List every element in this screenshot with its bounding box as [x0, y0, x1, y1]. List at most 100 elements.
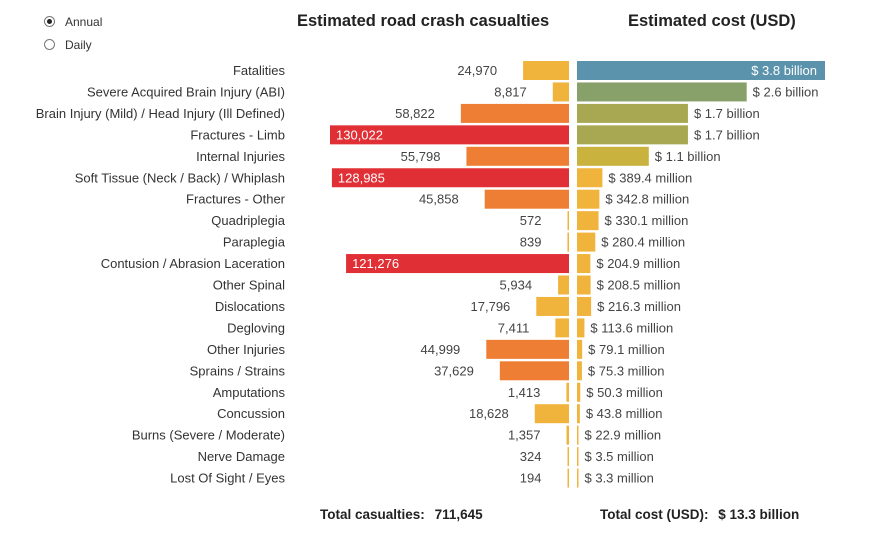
casualty-bar-contusion-abrasion-laceration[interactable] — [346, 254, 569, 274]
cost-bar-soft-tissue-neck-back-whiplash[interactable] — [577, 168, 603, 188]
casualty-value-burns-severe-moderate: 1,357 — [508, 428, 541, 443]
total-cost-label: Total cost (USD): — [600, 507, 709, 522]
casualty-value-sprains-strains: 37,629 — [434, 363, 474, 378]
cost-value-degloving: $ 113.6 million — [590, 320, 673, 335]
cost-title: Estimated cost (USD) — [628, 12, 796, 30]
cost-value-dislocations: $ 216.3 million — [597, 299, 681, 314]
casualty-value-fractures-limb: 130,022 — [336, 127, 383, 142]
casualty-bar-fractures-limb[interactable] — [330, 125, 569, 145]
casualty-value-other-injuries: 44,999 — [421, 342, 461, 357]
cost-bar-lost-of-sight-eyes[interactable] — [577, 468, 579, 488]
casualty-value-internal-injuries: 55,798 — [401, 149, 441, 164]
category-label-fatalities: Fatalities — [233, 63, 286, 78]
cost-bar-quadriplegia[interactable] — [577, 211, 599, 231]
total-casualties-label: Total casualties: — [320, 507, 425, 522]
cost-bar-fractures-other[interactable] — [577, 189, 600, 209]
casualty-value-amputations: 1,413 — [508, 385, 541, 400]
radio-annual-dot[interactable] — [44, 16, 55, 27]
category-label-fractures-limb: Fractures - Limb — [190, 127, 285, 142]
cost-value-other-injuries: $ 79.1 million — [588, 342, 665, 357]
cost-bar-sprains-strains[interactable] — [577, 361, 582, 381]
category-label-brain-injury-mild-head-injury-ill-defined: Brain Injury (Mild) / Head Injury (Ill D… — [36, 106, 285, 121]
casualty-bar-degloving[interactable] — [555, 318, 569, 338]
radio-daily[interactable]: Daily — [44, 33, 102, 56]
cost-bar-internal-injuries[interactable] — [577, 146, 649, 166]
cost-value-fractures-other: $ 342.8 million — [605, 192, 689, 207]
total-cost: Total cost (USD): $ 13.3 billion — [600, 507, 799, 522]
period-radio-group: Annual Daily — [44, 10, 102, 56]
cost-value-soft-tissue-neck-back-whiplash: $ 389.4 million — [608, 170, 692, 185]
casualty-bar-lost-of-sight-eyes[interactable] — [567, 468, 570, 488]
cost-bar-burns-severe-moderate[interactable] — [577, 425, 579, 445]
cost-bar-other-spinal[interactable] — [577, 275, 591, 295]
casualty-value-severe-acquired-brain-injury-abi: 8,817 — [494, 84, 527, 99]
casualty-value-fatalities: 24,970 — [457, 63, 497, 78]
casualty-value-concussion: 18,628 — [469, 406, 509, 421]
cost-value-quadriplegia: $ 330.1 million — [605, 213, 689, 228]
cost-value-internal-injuries: $ 1.1 billion — [655, 149, 721, 164]
casualty-value-lost-of-sight-eyes: 194 — [520, 471, 542, 486]
category-label-contusion-abrasion-laceration: Contusion / Abrasion Laceration — [101, 256, 285, 271]
casualty-bar-internal-injuries[interactable] — [466, 146, 569, 166]
cost-value-contusion-abrasion-laceration: $ 204.9 million — [596, 256, 680, 271]
casualty-bar-fatalities[interactable] — [523, 61, 569, 80]
cost-bar-degloving[interactable] — [577, 318, 585, 338]
cost-value-burns-severe-moderate: $ 22.9 million — [585, 428, 662, 443]
cost-value-lost-of-sight-eyes: $ 3.3 million — [585, 471, 654, 486]
cost-value-nerve-damage: $ 3.5 million — [585, 449, 654, 464]
casualty-bar-severe-acquired-brain-injury-abi[interactable] — [552, 82, 569, 102]
casualty-bar-quadriplegia[interactable] — [567, 211, 570, 231]
casualty-value-degloving: 7,411 — [498, 320, 530, 335]
casualty-bar-soft-tissue-neck-back-whiplash[interactable] — [331, 168, 569, 188]
cost-bar-dislocations[interactable] — [577, 296, 592, 316]
cost-bar-other-injuries[interactable] — [577, 339, 583, 359]
cost-value-sprains-strains: $ 75.3 million — [588, 363, 665, 378]
casualty-bar-sprains-strains[interactable] — [499, 361, 569, 381]
casualty-bar-fractures-other[interactable] — [484, 189, 569, 209]
category-label-degloving: Degloving — [227, 320, 285, 335]
category-label-paraplegia: Paraplegia — [223, 235, 286, 250]
casualty-bar-brain-injury-mild-head-injury-ill-defined[interactable] — [460, 103, 569, 123]
cost-bar-brain-injury-mild-head-injury-ill-defined[interactable] — [577, 103, 688, 123]
casualty-bar-other-spinal[interactable] — [558, 275, 569, 295]
casualty-bar-burns-severe-moderate[interactable] — [566, 425, 569, 445]
cost-value-concussion: $ 43.8 million — [586, 406, 663, 421]
casualty-value-soft-tissue-neck-back-whiplash: 128,985 — [338, 170, 385, 185]
cost-bar-paraplegia[interactable] — [577, 232, 596, 252]
casualty-value-nerve-damage: 324 — [520, 449, 542, 464]
cost-value-amputations: $ 50.3 million — [586, 385, 663, 400]
radio-annual[interactable]: Annual — [44, 10, 102, 33]
category-label-lost-of-sight-eyes: Lost Of Sight / Eyes — [170, 471, 285, 486]
category-label-internal-injuries: Internal Injuries — [196, 149, 285, 164]
radio-daily-dot[interactable] — [44, 39, 55, 50]
casualty-bar-other-injuries[interactable] — [486, 339, 569, 359]
category-label-soft-tissue-neck-back-whiplash: Soft Tissue (Neck / Back) / Whiplash — [75, 170, 285, 185]
radio-annual-label[interactable]: Annual — [65, 14, 103, 29]
casualty-bar-amputations[interactable] — [566, 382, 569, 402]
cost-value-brain-injury-mild-head-injury-ill-defined: $ 1.7 billion — [694, 106, 760, 121]
cost-bar-fatalities[interactable] — [577, 61, 825, 80]
category-label-quadriplegia: Quadriplegia — [211, 213, 285, 228]
cost-bar-amputations[interactable] — [577, 382, 581, 402]
casualty-value-quadriplegia: 572 — [520, 213, 542, 228]
casualty-bar-concussion[interactable] — [534, 404, 569, 424]
casualty-bar-nerve-damage[interactable] — [567, 447, 570, 467]
total-cost-value: $ 13.3 billion — [718, 507, 800, 522]
cost-bar-severe-acquired-brain-injury-abi[interactable] — [577, 82, 747, 102]
category-label-dislocations: Dislocations — [215, 299, 286, 314]
cost-bar-contusion-abrasion-laceration[interactable] — [577, 254, 591, 274]
category-label-severe-acquired-brain-injury-abi: Severe Acquired Brain Injury (ABI) — [87, 84, 285, 99]
cost-value-fatalities: $ 3.8 billion — [751, 63, 817, 78]
casualty-value-other-spinal: 5,934 — [500, 278, 533, 293]
category-label-burns-severe-moderate: Burns (Severe / Moderate) — [132, 428, 285, 443]
cost-bar-fractures-limb[interactable] — [577, 125, 688, 145]
cost-value-fractures-limb: $ 1.7 billion — [694, 127, 760, 142]
cost-bar-nerve-damage[interactable] — [577, 447, 579, 467]
cost-value-paraplegia: $ 280.4 million — [601, 235, 685, 250]
casualty-bar-dislocations[interactable] — [536, 296, 569, 316]
casualty-bar-paraplegia[interactable] — [567, 232, 569, 252]
radio-daily-label[interactable]: Daily — [65, 37, 92, 52]
casualties-title: Estimated road crash casualties — [297, 12, 550, 30]
cost-value-other-spinal: $ 208.5 million — [597, 278, 681, 293]
cost-bar-concussion[interactable] — [577, 404, 580, 424]
